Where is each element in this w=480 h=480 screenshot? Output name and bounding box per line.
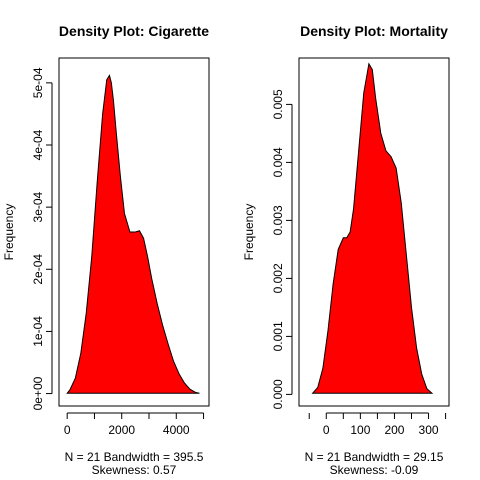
chart-title-cigarette: Density Plot: Cigarette: [59, 23, 209, 39]
y-tick-label-mortality: 0.000: [271, 379, 285, 409]
y-tick-label-cigarette: 2e-04: [31, 254, 45, 285]
y-tick-label-mortality: 0.004: [271, 147, 285, 177]
y-tick-label-cigarette: 3e-04: [31, 191, 45, 222]
plot-frame-cigarette: [58, 57, 210, 407]
density-area-cigarette: [66, 74, 200, 394]
y-tick-label-cigarette: 0e+00: [31, 376, 45, 410]
xlabel-line2-cigarette: Skewness: 0.57: [92, 463, 177, 477]
chart-title-mortality: Density Plot: Mortality: [300, 23, 448, 39]
xlabel-line1-cigarette: N = 21 Bandwidth = 395.5: [65, 450, 204, 464]
x-tick-label-cigarette: 2000: [108, 423, 135, 437]
y-tick-label-mortality: 0.005: [271, 89, 285, 119]
plot-frame-mortality: [298, 57, 450, 407]
x-tick-label-mortality: 200: [384, 423, 404, 437]
xlabel-line1-mortality: N = 21 Bandwidth = 29.15: [305, 450, 444, 464]
y-tick-label-mortality: 0.002: [271, 263, 285, 293]
y-tick-label-mortality: 0.003: [271, 205, 285, 235]
y-tick-label-mortality: 0.001: [271, 321, 285, 351]
ylabel-cigarette: Frequency: [2, 204, 16, 261]
x-tick-label-mortality: 100: [350, 423, 370, 437]
x-tick-label-mortality: 0: [323, 423, 330, 437]
density-area-mortality: [311, 62, 434, 394]
ylabel-mortality: Frequency: [242, 204, 256, 261]
y-tick-label-cigarette: 4e-04: [31, 129, 45, 160]
y-tick-label-cigarette: 1e-04: [31, 316, 45, 347]
xlabel-line2-mortality: Skewness: -0.09: [330, 463, 419, 477]
x-tick-label-mortality: 300: [419, 423, 439, 437]
y-tick-label-cigarette: 5e-04: [31, 67, 45, 98]
x-tick-label-cigarette: 0: [64, 423, 71, 437]
x-tick-label-cigarette: 4000: [163, 423, 190, 437]
